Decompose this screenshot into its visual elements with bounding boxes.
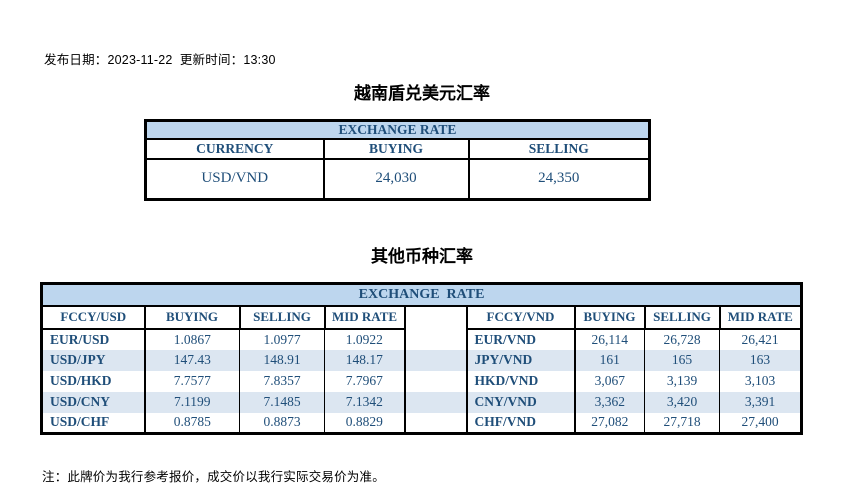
- currency-pair-cell: CNY/VND: [465, 391, 575, 413]
- column-header-midrate-vnd: MID RATE: [718, 304, 803, 330]
- table-row: USD/VND 24,030 24,350: [144, 158, 651, 200]
- rate-value-cell: 1.0867: [143, 328, 240, 350]
- table-header-band: EXCHANGE RATE: [40, 282, 803, 307]
- rate-value-cell: 3,067: [573, 370, 645, 392]
- currency-pair-cell: USD/CHF: [50, 414, 110, 430]
- rate-value-cell: 161: [573, 349, 645, 371]
- column-header-selling: SELLING: [467, 138, 651, 160]
- rate-value-cell: 148.17: [324, 349, 405, 371]
- gap-cell: [403, 391, 468, 413]
- rate-value-cell: 1.0922: [324, 328, 405, 350]
- rate-value-cell: 26,728: [644, 328, 720, 350]
- rate-value-cell: 27,718: [644, 412, 720, 434]
- table-row: USD/HKD 7.7577 7.8357 7.7967 HKD/VND 3,067 3,1…: [42, 370, 802, 392]
- rate-value-cell: 3,139: [644, 370, 720, 392]
- currency-pair-cell: HKD/VND: [465, 370, 575, 392]
- disclaimer-note: 注：此牌价为我行参考报价，成交价以我行实际交易价为准。: [42, 470, 385, 484]
- rate-value-cell: 7.7967: [324, 370, 405, 392]
- column-header-currency: CURRENCY: [144, 138, 325, 160]
- rate-value-cell: 7.1342: [324, 391, 405, 413]
- currency-pair-cell: USD/CNY: [41, 391, 145, 413]
- rate-value-cell: 1.0977: [239, 328, 325, 350]
- exchange-rate-header: EXCHANGE RATE: [144, 119, 651, 140]
- column-header-fccy-usd: FCCY/USD: [40, 304, 146, 330]
- table-row: USD/JPY 147.43 148.91 148.17 JPY/VND 161 165 16…: [41, 349, 802, 371]
- gap-cell: [403, 412, 468, 434]
- rate-value-cell: 7.7577: [143, 370, 240, 392]
- column-header-row: FCCY/USD BUYING SELLING MID RATE FCCY/VN…: [40, 304, 803, 330]
- column-header-buying: BUYING: [322, 138, 470, 160]
- column-header-fccy-vnd: FCCY/VND: [465, 304, 576, 330]
- rate-value-cell: 7.1199: [143, 391, 240, 413]
- rate-value-cell: 163: [718, 349, 802, 371]
- column-header-buying-usd: BUYING: [143, 304, 241, 330]
- rate-value-cell: 148.91: [239, 349, 325, 371]
- other-rates-tbody: EUR/USD 1.0867 1.0977 1.0922 EUR/VND 26,114 26…: [41, 328, 802, 434]
- currency-pair-cell: USD/VND: [144, 158, 325, 200]
- rate-value-cell: 24,030: [322, 158, 470, 200]
- currency-pair-cell: JPY/VND: [465, 349, 575, 371]
- rate-value-cell: 26,421: [718, 328, 802, 350]
- gap-cell: [403, 304, 468, 329]
- other-table-title: 其他币种汇率: [371, 247, 473, 266]
- table-header-band: EXCHANGE RATE: [144, 119, 651, 140]
- currency-pair-cell: EUR/VND: [465, 328, 575, 350]
- rate-value-cell: 3,103: [718, 370, 802, 392]
- rate-value-cell: 0.8873: [239, 412, 325, 434]
- usd-vnd-rate-table: EXCHANGE RATE CURRENCY BUYING SELLING US…: [144, 119, 651, 201]
- gap-cell: [403, 349, 468, 371]
- rate-value-cell: 3,391: [718, 391, 802, 413]
- column-header-midrate-usd: MID RATE: [323, 304, 406, 330]
- rate-value-cell: 7.8357: [239, 370, 325, 392]
- publish-dateline: 发布日期：2023-11-22 更新时间：13:30: [44, 53, 276, 67]
- rate-value-cell: 3,362: [573, 391, 645, 413]
- gap-cell: [403, 370, 468, 392]
- rate-value-cell: 24,350: [467, 158, 651, 200]
- currency-pair-cell: CHF/VND: [465, 412, 575, 434]
- gap-cell: [403, 328, 468, 350]
- column-header-buying-vnd: BUYING: [573, 304, 646, 330]
- usd-table-title: 越南盾兑美元汇率: [354, 84, 490, 103]
- rate-value-cell: 0.8829: [324, 412, 405, 434]
- rate-value-cell: 0.8785: [143, 412, 240, 434]
- table-row: USD/CHF 0.8785 0.8873 0.8829 CHF/VND 27,082 27…: [42, 412, 802, 434]
- rate-value-cell: 7.1485: [239, 391, 325, 413]
- column-header-selling-vnd: SELLING: [643, 304, 721, 330]
- rate-value-cell: 26,114: [573, 328, 645, 350]
- rate-value-cell: 3,420: [644, 391, 720, 413]
- table-row: EUR/USD 1.0867 1.0977 1.0922 EUR/VND 26,114 26…: [42, 328, 802, 350]
- rate-value-cell: 147.43: [143, 349, 240, 371]
- column-header-row: CURRENCY BUYING SELLING: [144, 138, 651, 160]
- currency-pair-cell: USD/JPY: [41, 349, 145, 371]
- rate-value-cell: 27,400: [718, 412, 802, 434]
- usd-rates-tbody: USD/VND 24,030 24,350: [144, 158, 651, 200]
- exchange-rate-header: EXCHANGE RATE: [40, 282, 803, 307]
- currency-pair-cell: USD/HKD: [50, 373, 112, 388]
- currency-pair-cell: EUR/USD: [50, 331, 110, 347]
- column-header-selling-usd: SELLING: [238, 304, 326, 330]
- rate-value-cell: 165: [644, 349, 720, 371]
- rate-value-cell: 27,082: [573, 412, 645, 434]
- other-currencies-rate-table: EXCHANGE RATE FCCY/USD BUYING SELLING MI…: [40, 282, 804, 435]
- table-row: USD/CNY 7.1199 7.1485 7.1342 CNY/VND 3,362 3,4…: [41, 391, 802, 413]
